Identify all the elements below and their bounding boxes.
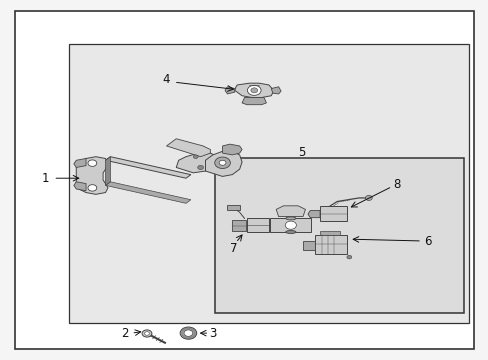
Circle shape [142,330,152,337]
Bar [315,235,346,253]
Polygon shape [176,153,220,173]
Bar [320,230,339,235]
Polygon shape [105,157,110,185]
Polygon shape [205,151,242,176]
Text: 3: 3 [209,327,216,340]
Ellipse shape [285,217,295,220]
Bar [232,220,245,231]
Polygon shape [234,83,273,98]
Circle shape [250,88,257,93]
Text: 2: 2 [121,327,128,340]
Polygon shape [74,182,86,191]
Polygon shape [242,98,266,105]
Polygon shape [74,158,86,167]
Text: 6: 6 [423,235,430,248]
Circle shape [193,155,198,158]
Bar [69,44,468,323]
Bar [270,219,311,232]
Circle shape [88,185,97,191]
Polygon shape [222,144,242,155]
Polygon shape [105,157,190,178]
Polygon shape [105,182,190,203]
Circle shape [144,332,149,335]
Circle shape [219,160,225,165]
Text: 8: 8 [392,178,400,191]
Text: 1: 1 [41,172,49,185]
Polygon shape [307,211,320,218]
Bar [303,241,315,250]
Text: 7: 7 [229,242,237,255]
Circle shape [247,85,261,95]
Text: 5: 5 [297,146,305,159]
Polygon shape [276,206,305,217]
Circle shape [346,255,351,259]
Circle shape [183,330,192,336]
Bar [215,158,463,313]
Text: 4: 4 [163,73,170,86]
Circle shape [197,165,203,170]
Circle shape [88,160,97,166]
Circle shape [214,157,230,168]
Polygon shape [76,157,108,194]
Bar [320,206,346,221]
Bar [227,205,239,211]
Polygon shape [271,87,281,94]
Ellipse shape [285,230,295,234]
Circle shape [180,327,196,339]
Polygon shape [166,139,210,157]
Circle shape [285,221,296,229]
Polygon shape [224,87,234,94]
Circle shape [365,195,371,201]
Bar [246,219,268,232]
